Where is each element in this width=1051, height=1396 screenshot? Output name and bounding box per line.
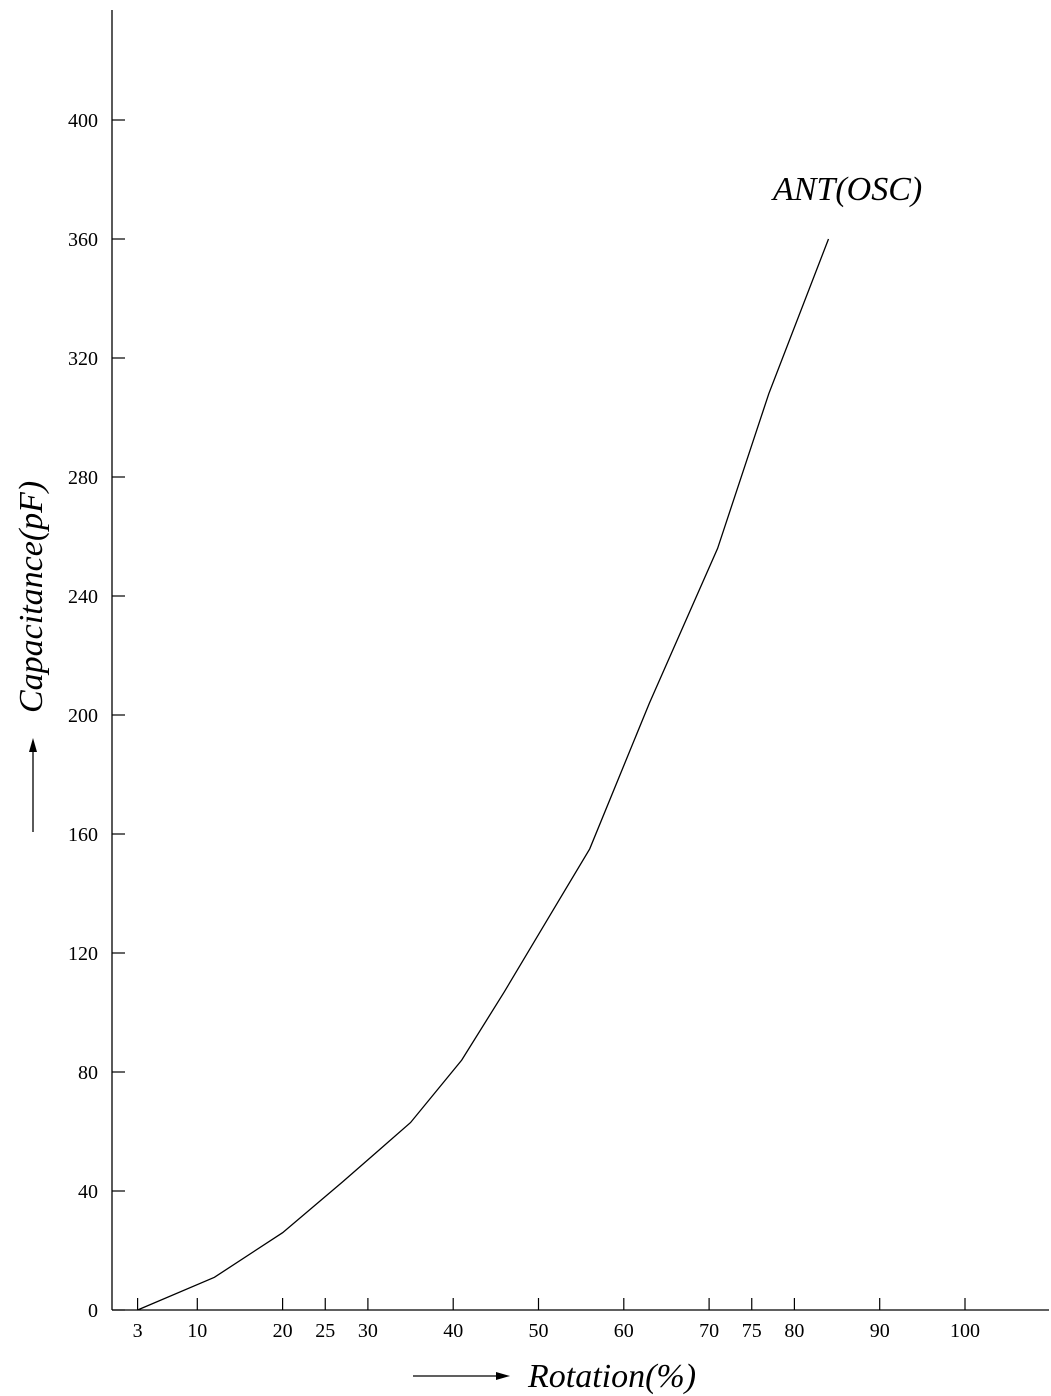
y-axis-label-arrowhead [29, 738, 37, 752]
x-tick-label: 30 [358, 1320, 378, 1342]
x-axis-label-arrowhead [496, 1372, 510, 1380]
x-tick-label: 25 [315, 1320, 335, 1342]
x-tick-label: 20 [273, 1320, 293, 1342]
y-tick-label: 40 [78, 1181, 98, 1203]
axis-labels: Rotation(%) Capacitance(pF) ANT(OSC) [13, 171, 922, 1395]
x-tick-label: 10 [187, 1320, 207, 1342]
x-tick-label: 100 [950, 1320, 980, 1342]
x-tick-label: 75 [742, 1320, 762, 1342]
series-label: ANT(OSC) [771, 171, 922, 208]
y-tick-label: 280 [68, 467, 98, 489]
y-tick-label: 320 [68, 348, 98, 370]
y-tick-label: 0 [88, 1300, 98, 1322]
x-tick-label: 70 [699, 1320, 719, 1342]
y-tick-label: 240 [68, 586, 98, 608]
y-axis-label: Capacitance(pF) [13, 481, 50, 713]
series-line [137, 238, 830, 1311]
x-axis-ticks: 3 10 20 25 30 40 50 60 70 75 80 90 100 [133, 1298, 980, 1342]
y-axis-ticks: 0 40 80 120 160 200 240 280 320 360 400 [68, 110, 125, 1322]
x-axis-label: Rotation(%) [527, 1358, 696, 1395]
y-tick-label: 200 [68, 705, 98, 727]
y-tick-label: 400 [68, 110, 98, 132]
x-tick-label: 40 [443, 1320, 463, 1342]
x-tick-label: 90 [870, 1320, 890, 1342]
y-tick-label: 360 [68, 229, 98, 251]
y-tick-label: 160 [68, 824, 98, 846]
x-tick-label: 80 [784, 1320, 804, 1342]
x-tick-label: 50 [529, 1320, 549, 1342]
axes [111, 10, 1049, 1311]
series-layer [137, 238, 830, 1311]
y-tick-label: 120 [68, 943, 98, 965]
x-tick-label: 3 [133, 1320, 143, 1342]
x-tick-label: 60 [614, 1320, 634, 1342]
y-tick-label: 80 [78, 1062, 98, 1084]
